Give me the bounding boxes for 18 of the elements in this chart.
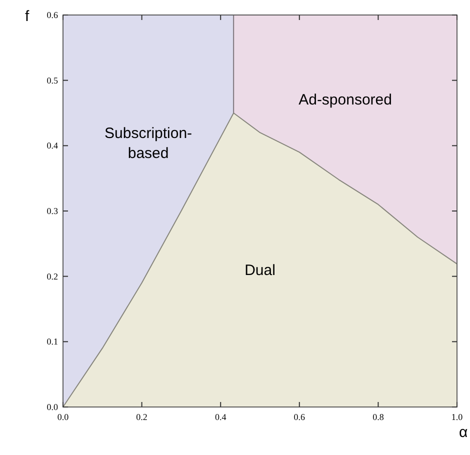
series-label: Dual [244,262,276,279]
y-tick-label: 0.0 [46,402,58,412]
y-tick-label: 0.1 [46,336,58,347]
y-tick-label: 0.2 [46,271,58,282]
series-label: Ad-sponsored [298,91,392,108]
x-tick-label: 0.6 [294,412,306,422]
x-tick-label: 0.2 [136,412,148,422]
series-label: Subscription-based [104,125,192,162]
y-tick-label: 0.6 [46,10,58,20]
x-tick-label: 0.4 [214,412,227,422]
y-tick-label: 0.5 [46,75,58,86]
x-axis-title: α [459,424,468,441]
y-axis-title: f [25,8,30,25]
y-tick-label: 0.4 [46,140,58,151]
x-tick-label: 1.0 [451,412,464,422]
x-tick-label: 0.0 [57,412,70,422]
y-tick-label: 0.3 [46,206,58,216]
x-tick-label: 0.8 [372,412,384,422]
